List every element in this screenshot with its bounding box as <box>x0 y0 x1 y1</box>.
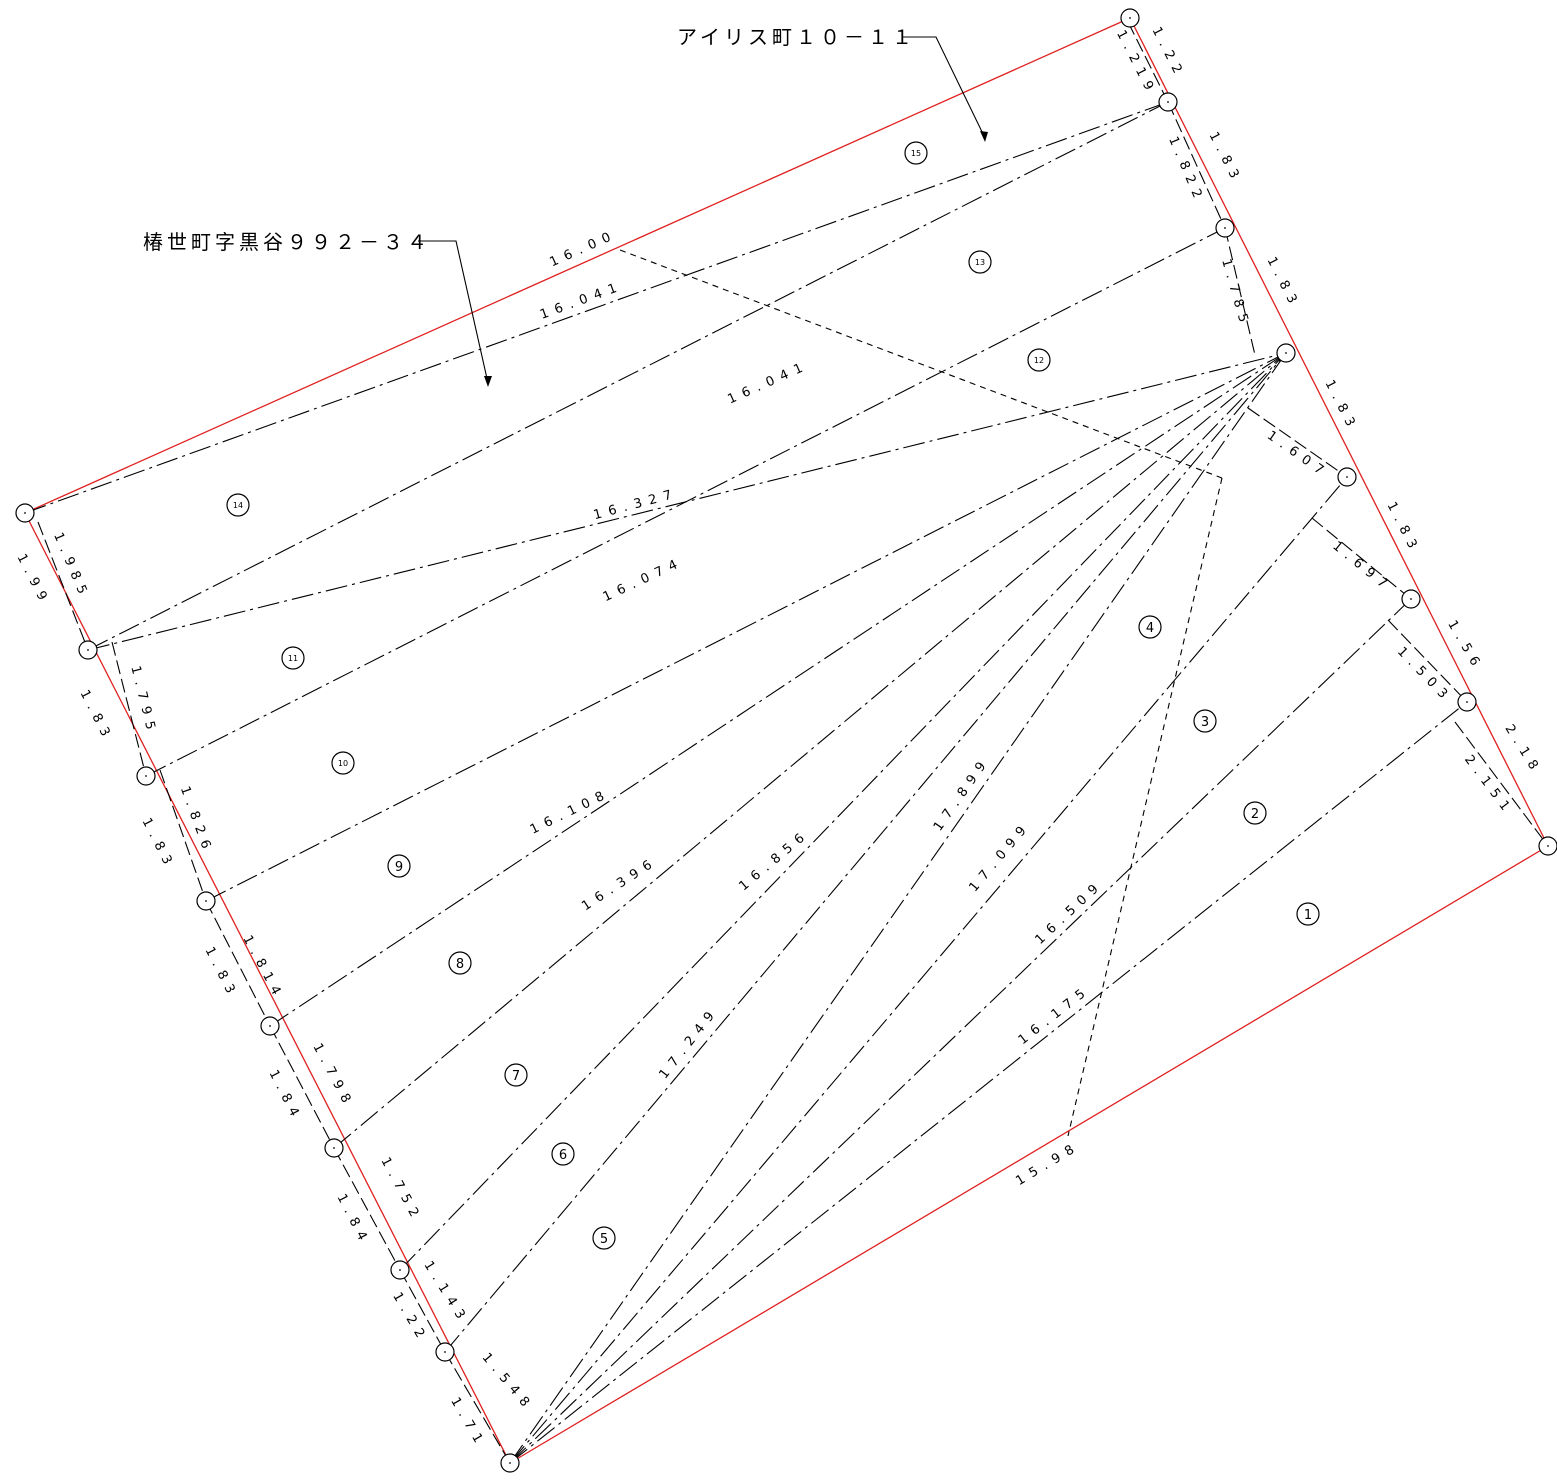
point-marker <box>435 1342 455 1362</box>
point-marker <box>1158 92 1178 112</box>
lot-marker-15: 15 <box>904 141 928 165</box>
boundary-distance-label: 1.83 <box>1384 500 1423 558</box>
diagonal-distance-label: 16.041 <box>538 279 625 323</box>
boundary-distance-label: 1.83 <box>139 816 178 874</box>
lot-number: 3 <box>1201 715 1209 730</box>
lot-marker-8: 8 <box>448 951 472 975</box>
diagonal-distance-label: 16.509 <box>1033 877 1107 948</box>
point-marker <box>1276 343 1296 363</box>
lot-number: 12 <box>1034 356 1044 365</box>
lot-marker-9: 9 <box>387 854 411 878</box>
lot-marker-4: 4 <box>1138 615 1162 639</box>
point-marker <box>1401 589 1421 609</box>
point-marker <box>1538 836 1557 856</box>
offset-distance-label: 1.798 <box>310 1041 357 1112</box>
lot-number: 7 <box>512 1069 520 1084</box>
boundary-distance-label: 1.56 <box>1444 618 1485 675</box>
boundary-distance-label: 1.83 <box>77 688 116 746</box>
boundary-distance-label: 1.83 <box>1322 378 1361 436</box>
lot-number: 2 <box>1251 807 1259 822</box>
boundary <box>24 17 1549 1464</box>
point-marker <box>500 1453 520 1473</box>
lot-number: 11 <box>288 654 298 663</box>
diagonal-distance-label: 16.041 <box>726 358 812 407</box>
dashed-lines <box>619 249 1223 1137</box>
offset-distance-label: 2.151 <box>1461 753 1516 820</box>
lot-marker-12: 12 <box>1027 348 1051 372</box>
lot-marker-11: 11 <box>281 646 305 670</box>
diagonal-distance-label: 16.074 <box>601 555 687 606</box>
offset-lines-left <box>37 521 511 1464</box>
diagonal-distance-label: 17.099 <box>966 818 1034 895</box>
point-marker <box>78 640 98 660</box>
lot-number: 10 <box>338 759 348 768</box>
lot-marker-5: 5 <box>592 1226 616 1250</box>
lot-number: 6 <box>559 1148 567 1163</box>
point-marker <box>324 1138 344 1158</box>
offset-distance-label: 1.752 <box>378 1155 425 1226</box>
lot-marker-14: 14 <box>226 493 250 517</box>
lot-number: 14 <box>233 501 243 510</box>
point-marker <box>1457 692 1477 712</box>
point-marker <box>136 766 156 786</box>
point-marker <box>1215 218 1235 238</box>
boundary-points <box>15 8 1557 1473</box>
lot-number: 15 <box>911 149 921 158</box>
lot-number: 8 <box>456 957 464 972</box>
lot-marker-1: 1 <box>1296 902 1320 926</box>
offset-distance-label: 1.795 <box>127 664 159 738</box>
diagonal-distance-label: 16.856 <box>736 826 813 894</box>
boundary-distance-label: 1.99 <box>14 552 53 610</box>
lot-marker-2: 2 <box>1243 801 1267 825</box>
boundary-distance-label: 15.98 <box>1013 1139 1083 1189</box>
point-marker <box>196 891 216 911</box>
lot-marker-13: 13 <box>968 250 992 274</box>
lot-marker-7: 7 <box>504 1063 528 1087</box>
point-marker <box>260 1016 280 1036</box>
lot-number: 9 <box>395 860 403 875</box>
boundary-distance-label: 1.83 <box>1264 255 1303 313</box>
offset-distance-label: 1.548 <box>479 1350 537 1415</box>
lot-markers: 1 2 3 4 5 6 7 8 9 10 11 12 13 14 15 <box>226 141 1320 1250</box>
point-marker <box>1337 467 1357 487</box>
offset-distance-label: 1.697 <box>1329 539 1395 596</box>
boundary-distance-label: 1.84 <box>334 1192 373 1250</box>
lot-number: 13 <box>975 258 985 267</box>
adjacent-parcel-title: アイリス町１０－１１ <box>677 25 916 49</box>
boundary-distance-label: 1.83 <box>202 945 241 1003</box>
lot-marker-10: 10 <box>331 751 355 775</box>
offset-distance-label: 1.785 <box>1218 257 1252 331</box>
boundary-distance-label: 1.71 <box>447 1395 488 1452</box>
offset-distance-label: 1.822 <box>1165 134 1207 206</box>
boundary-distance-label: 1.84 <box>266 1068 305 1126</box>
point-marker <box>15 503 35 523</box>
offset-lines-right <box>1127 21 1549 847</box>
diagonal-distance-label: 16.175 <box>1016 982 1094 1048</box>
boundary-distance-label: 1.22 <box>389 1290 430 1347</box>
boundary-distance-label: 16.00 <box>548 227 620 270</box>
offset-distance-label: 1.985 <box>50 530 92 602</box>
offset-distance-label: 1.814 <box>240 933 287 1004</box>
diagonal-lines <box>24 101 1468 1464</box>
diagonal-labels: 16.041 16.041 16.327 16.074 16.108 16.39… <box>528 279 1107 1082</box>
lot-number: 1 <box>1304 908 1312 923</box>
diagonal-distance-label: 17.899 <box>931 754 993 834</box>
lot-number: 5 <box>600 1232 608 1247</box>
diagonal-distance-label: 16.396 <box>579 854 661 914</box>
offset-distance-label: 1.607 <box>1264 428 1332 482</box>
title-leaders <box>418 36 988 387</box>
offset-distance-label: 1.503 <box>1394 644 1455 706</box>
lot-marker-3: 3 <box>1193 709 1217 733</box>
diagonal-distance-label: 16.327 <box>592 486 680 523</box>
offset-distance-label: 1.143 <box>420 1259 471 1328</box>
point-marker <box>390 1260 410 1280</box>
lot-number: 4 <box>1146 621 1154 636</box>
adjacent-parcel-title: 椿世町字黒谷９９２－３４ <box>143 230 431 254</box>
lot-marker-6: 6 <box>551 1142 575 1166</box>
diagonal-distance-label: 16.108 <box>528 786 613 838</box>
boundary-distance-label: 2.18 <box>1502 722 1545 778</box>
diagonal-distance-label: 17.249 <box>656 1004 722 1082</box>
point-marker <box>1120 8 1140 28</box>
